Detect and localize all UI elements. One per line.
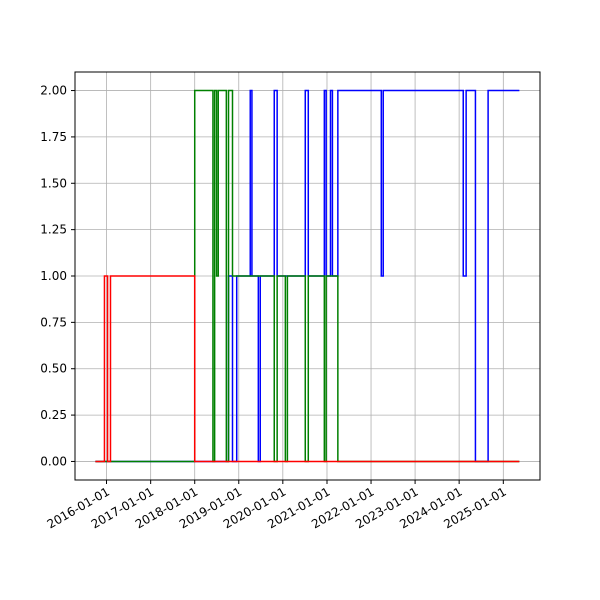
y-tick-label: 1.00 (40, 269, 67, 283)
y-tick-label: 0.75 (40, 315, 67, 329)
y-tick-label: 2.00 (40, 84, 67, 98)
y-tick-label: 0.25 (40, 408, 67, 422)
y-tick-label: 1.25 (40, 223, 67, 237)
plot-frame (74, 71, 541, 481)
step-line (95, 89, 520, 463)
y-tick-label: 1.50 (40, 176, 67, 190)
y-tick-label: 1.75 (40, 130, 67, 144)
step-line (95, 275, 520, 463)
y-tick-label: 0.00 (40, 454, 67, 468)
y-tick-label: 0.50 (40, 362, 67, 376)
